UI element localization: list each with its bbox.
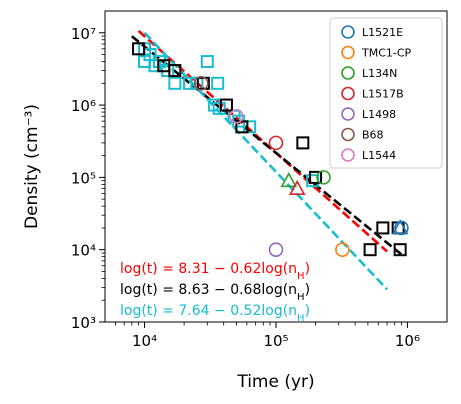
legend-box — [329, 17, 443, 169]
circle-point-l1544 — [229, 108, 244, 124]
black-square-point — [376, 221, 390, 235]
y-tick-label: 10⁷ — [71, 25, 96, 43]
axis-ticks — [99, 32, 408, 328]
triangle-point — [391, 219, 409, 235]
legend-marker — [341, 25, 355, 39]
markers — [132, 42, 409, 257]
fit-equations: log(t) = 8.31 − 0.62log(nH)log(t) = 8.63… — [120, 261, 310, 324]
legend-label: B68 — [362, 129, 384, 142]
cyan-square-point — [153, 55, 167, 69]
circle-point-tmc1-cp — [335, 242, 350, 257]
y-tick-label: 10⁵ — [71, 169, 96, 187]
legend-label: L134N — [362, 67, 397, 80]
circle-point-l134n — [316, 170, 331, 185]
cyan-square-point — [212, 101, 226, 115]
triangle-point — [288, 179, 306, 195]
y-axis-label: Density (cm⁻³) — [22, 104, 42, 229]
plot-area — [131, 29, 409, 291]
black-square-point — [363, 243, 377, 257]
triangle-point — [280, 172, 298, 188]
legend-marker — [341, 107, 355, 121]
legend-label: L1498 — [362, 108, 396, 121]
axis-tick-labels: 10⁴ 10⁵ 10⁶ 10³ 10⁴ 10⁵ 10⁶ 10⁷ — [71, 25, 420, 350]
legend-marker — [341, 45, 355, 60]
circle-point-b68 — [193, 76, 209, 91]
black-square-point — [393, 243, 407, 257]
black-square-point — [296, 136, 310, 150]
black-square-point — [132, 42, 146, 56]
cyan-square-point — [243, 120, 257, 134]
circle-point-l1521e — [394, 220, 409, 236]
cyan-square-point — [211, 76, 225, 90]
circle-point-l1498 — [268, 242, 284, 257]
y-tick-label: 10³ — [71, 314, 96, 332]
black-square-point — [168, 64, 182, 78]
legend-marker — [341, 148, 355, 162]
fit-line — [143, 31, 389, 291]
legend-marker — [341, 86, 355, 101]
black-square-point — [309, 170, 323, 184]
legend-label: L1521E — [362, 26, 403, 39]
legend-label: L1544 — [362, 149, 396, 162]
legend-label: L1517B — [362, 88, 404, 101]
black-square-point — [235, 120, 249, 134]
black-square-point — [219, 98, 233, 112]
fit-equation: log(t) = 8.63 − 0.68log(nH) — [120, 282, 310, 303]
fit-line — [131, 35, 403, 256]
legend-marker — [341, 66, 355, 80]
fit-equation: log(t) = 7.64 − 0.52log(nH) — [120, 303, 310, 324]
legend: L1521E TMC1-CP L134N L1517B L1498 B68 L1544 — [329, 17, 443, 169]
x-axis-label: Time (yr) — [236, 372, 314, 392]
x-tick-label: 10⁶ — [395, 332, 420, 350]
y-tick-label: 10⁶ — [71, 97, 96, 115]
x-tick-label: 10⁴ — [132, 332, 157, 350]
cyan-square-point — [200, 55, 214, 69]
circle-point-l1517b — [268, 135, 284, 151]
legend-marker — [341, 127, 355, 142]
cyan-square-point — [168, 76, 182, 90]
fit-equation: log(t) = 8.31 − 0.62log(nH) — [120, 261, 310, 282]
y-tick-label: 10⁴ — [71, 242, 96, 260]
x-tick-label: 10⁵ — [263, 332, 288, 350]
legend-label: TMC1-CP — [361, 47, 412, 60]
